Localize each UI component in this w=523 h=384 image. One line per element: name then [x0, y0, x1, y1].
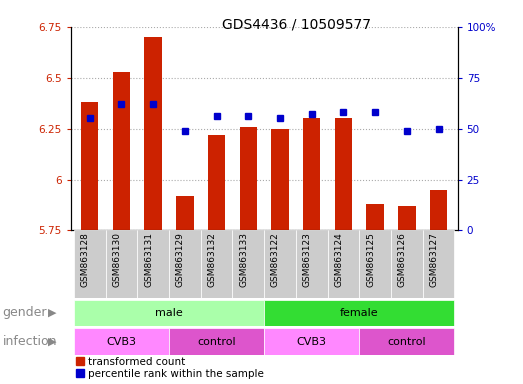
- Bar: [264, 328, 359, 355]
- Bar: [359, 328, 454, 355]
- Bar: [112, 72, 130, 230]
- Text: GSM863125: GSM863125: [366, 232, 375, 287]
- Text: female: female: [340, 308, 379, 318]
- Text: GSM863132: GSM863132: [208, 232, 217, 287]
- Bar: [144, 37, 162, 230]
- Text: GSM863124: GSM863124: [334, 232, 344, 287]
- Text: infection: infection: [3, 335, 57, 348]
- Bar: [232, 230, 264, 298]
- Bar: [367, 204, 384, 230]
- Text: male: male: [155, 308, 183, 318]
- Bar: [74, 328, 169, 355]
- Bar: [137, 230, 169, 298]
- Bar: [240, 127, 257, 230]
- Bar: [391, 230, 423, 298]
- Bar: [423, 230, 454, 298]
- Bar: [398, 206, 416, 230]
- Bar: [430, 190, 447, 230]
- Bar: [201, 230, 232, 298]
- Text: GSM863133: GSM863133: [239, 232, 248, 287]
- Text: GSM863123: GSM863123: [303, 232, 312, 287]
- Text: ▶: ▶: [48, 308, 56, 318]
- Bar: [74, 230, 106, 298]
- Bar: [106, 230, 137, 298]
- Bar: [264, 230, 296, 298]
- Text: gender: gender: [3, 306, 47, 319]
- Bar: [208, 135, 225, 230]
- Text: GSM863131: GSM863131: [144, 232, 153, 287]
- Bar: [264, 300, 454, 326]
- Text: CVB3: CVB3: [106, 337, 137, 347]
- Bar: [327, 230, 359, 298]
- Bar: [169, 328, 264, 355]
- Text: CVB3: CVB3: [297, 337, 327, 347]
- Bar: [335, 119, 352, 230]
- Bar: [176, 196, 194, 230]
- Text: GSM863129: GSM863129: [176, 232, 185, 287]
- Bar: [303, 119, 321, 230]
- Bar: [271, 129, 289, 230]
- Bar: [169, 230, 201, 298]
- Text: GSM863122: GSM863122: [271, 232, 280, 287]
- Text: ▶: ▶: [48, 337, 56, 347]
- Text: control: control: [388, 337, 426, 347]
- Text: GSM863127: GSM863127: [429, 232, 439, 287]
- Bar: [296, 230, 327, 298]
- Text: GDS4436 / 10509577: GDS4436 / 10509577: [222, 17, 371, 31]
- Text: GSM863126: GSM863126: [398, 232, 407, 287]
- Legend: transformed count, percentile rank within the sample: transformed count, percentile rank withi…: [76, 357, 264, 379]
- Text: GSM863130: GSM863130: [112, 232, 121, 287]
- Bar: [81, 102, 98, 230]
- Bar: [359, 230, 391, 298]
- Bar: [74, 300, 264, 326]
- Text: control: control: [197, 337, 236, 347]
- Text: GSM863128: GSM863128: [81, 232, 89, 287]
